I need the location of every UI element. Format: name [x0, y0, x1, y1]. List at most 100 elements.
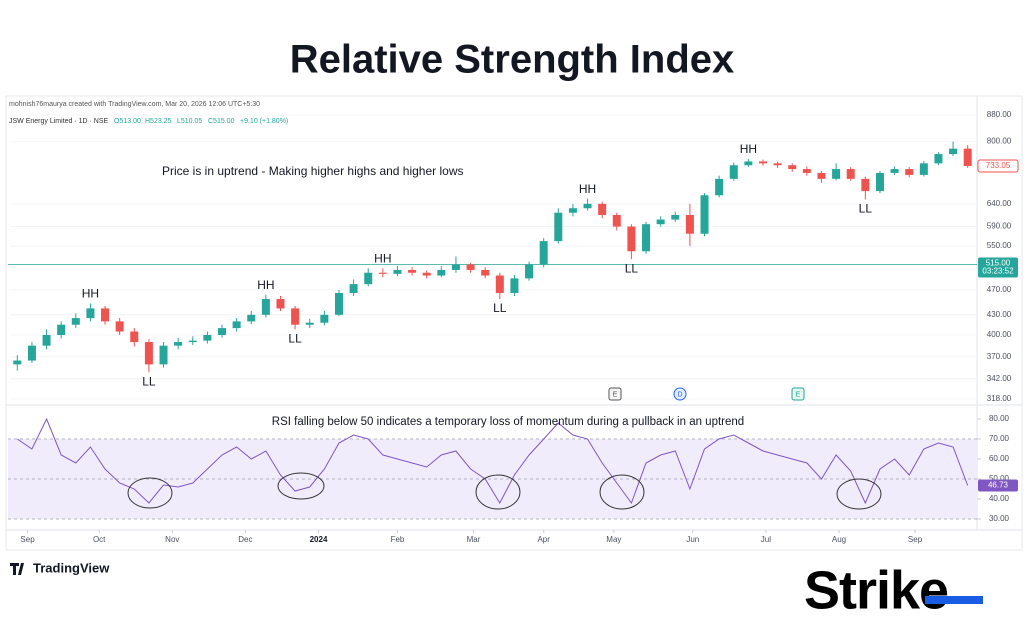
candle-body	[773, 163, 782, 166]
candle-body	[218, 328, 227, 335]
candle-body	[729, 165, 738, 179]
x-tick-label: Apr	[537, 535, 550, 544]
y-tick-label: 470.00	[987, 285, 1012, 294]
quote-low: L510.05	[177, 118, 202, 125]
swing-label: LL	[859, 202, 873, 216]
candle-body	[378, 272, 387, 274]
rsi-tick-label: 70.00	[989, 434, 1010, 443]
brand-logo: Strike	[804, 560, 948, 620]
candle-body	[174, 342, 183, 346]
y-tick-label: 590.00	[987, 222, 1012, 231]
candle-body	[101, 308, 110, 322]
x-tick-label: 2024	[310, 535, 328, 544]
candle-body	[832, 169, 841, 179]
rsi-band	[8, 439, 977, 519]
candle-body	[890, 169, 899, 173]
swing-label: LL	[142, 374, 156, 388]
swing-label: LL	[288, 332, 302, 346]
rsi-annotation: RSI falling below 50 indicates a tempora…	[272, 416, 744, 428]
quote-close: C515.00	[208, 118, 235, 125]
candle-body	[525, 264, 534, 279]
symbol: JSW Energy Limited · 1D · NSE	[9, 118, 109, 125]
y-tick-label: 370.00	[987, 352, 1012, 361]
candle-body	[715, 178, 724, 196]
candle-body	[203, 334, 212, 341]
quote-open: O513.00	[114, 118, 141, 125]
quote-change: +9.10 (+1.80%)	[240, 118, 288, 125]
tradingview-logo: TradingView	[10, 560, 110, 575]
price-annotation: Price is in uptrend - Making higher high…	[162, 164, 464, 178]
x-tick-label: Sep	[908, 535, 923, 544]
event-label: E	[613, 391, 618, 398]
x-tick-label: Aug	[832, 535, 846, 544]
x-tick-label: Dec	[238, 535, 252, 544]
x-tick-label: Oct	[93, 535, 106, 544]
candle-body	[846, 169, 855, 179]
highlight-ellipse	[475, 474, 521, 510]
candle-body	[598, 203, 607, 215]
quote-high: H523.25	[145, 118, 172, 125]
tv-icon	[10, 563, 24, 575]
y-tick-label: 550.00	[987, 241, 1012, 250]
highlight-ellipse	[127, 477, 173, 509]
candle-body	[364, 272, 373, 285]
candle-body	[583, 203, 592, 209]
candle-body	[71, 318, 80, 325]
candle-body	[758, 161, 767, 164]
x-tick-label: May	[606, 535, 621, 544]
candle-body	[685, 214, 694, 234]
candle-body	[875, 172, 884, 192]
y-tick-label: 342.00	[987, 374, 1012, 383]
candle-body	[86, 308, 95, 319]
highlight-ellipse	[836, 478, 882, 510]
candle-body	[495, 275, 504, 293]
credit: mohnish76maurya created with TradingView…	[9, 101, 260, 108]
candle-body	[130, 331, 139, 343]
candle-body	[612, 214, 621, 227]
rsi-tick-label: 80.00	[989, 414, 1010, 423]
event-label: D	[677, 391, 682, 398]
candle-body	[671, 214, 680, 220]
swing-label: HH	[82, 287, 99, 301]
swing-label: LL	[625, 261, 639, 275]
candle-body	[466, 264, 475, 270]
candle-body	[334, 292, 343, 315]
y-tick-label: 800.00	[987, 137, 1012, 146]
rsi-line	[17, 417, 969, 505]
candle-body	[539, 241, 548, 265]
swing-label: HH	[257, 278, 274, 292]
candle-body	[905, 169, 914, 175]
brand-accent	[925, 596, 983, 604]
rsi-value-box	[978, 479, 1018, 492]
rsi-tick-label: 30.00	[989, 514, 1010, 523]
swing-label: HH	[374, 251, 391, 265]
highlight-ellipse	[599, 474, 645, 510]
candle-body	[919, 163, 928, 175]
candle-body	[408, 269, 417, 273]
candle-body	[744, 161, 753, 166]
candle-body	[963, 148, 972, 166]
tv-name: TradingView	[33, 560, 110, 575]
candle-body	[247, 314, 256, 322]
swing-label: HH	[579, 182, 596, 196]
candle-body	[700, 195, 709, 234]
candle-body	[393, 269, 402, 274]
candle-body	[305, 322, 314, 325]
candle-body	[13, 360, 22, 365]
candle-body	[568, 208, 577, 213]
last-price-label: 733.05	[986, 161, 1011, 170]
rsi-tick-label: 50.00	[989, 474, 1010, 483]
candle-body	[934, 154, 943, 164]
candle-body	[115, 321, 124, 332]
candle-body	[320, 314, 329, 323]
candle-body	[656, 219, 665, 225]
price-line-label: 515.00	[986, 259, 1011, 268]
candle-body	[949, 148, 958, 155]
price-line-box	[978, 257, 1018, 278]
candle-body	[349, 284, 358, 293]
x-tick-label: Feb	[391, 535, 405, 544]
candle-body	[57, 324, 66, 335]
candle-body	[788, 165, 797, 170]
